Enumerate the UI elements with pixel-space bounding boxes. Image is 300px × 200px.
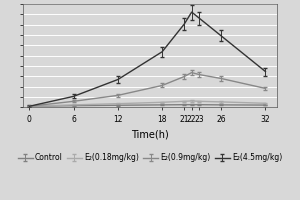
Legend: Control, E₂(0.18mg/kg), E₂(0.9mg/kg), E₂(4.5mg/kg): Control, E₂(0.18mg/kg), E₂(0.9mg/kg), E₂… bbox=[14, 150, 286, 165]
X-axis label: Time(h): Time(h) bbox=[131, 129, 169, 139]
